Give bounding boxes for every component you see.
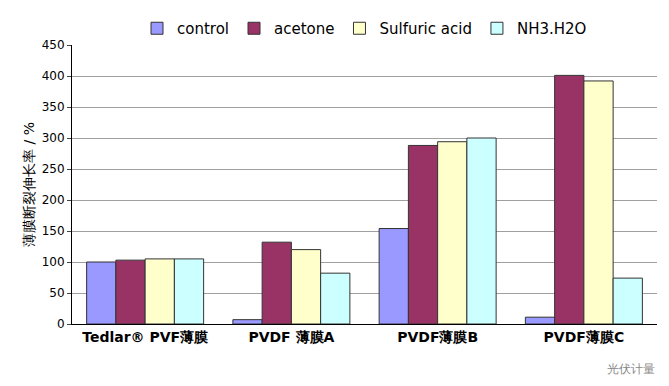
svg-text:250: 250 bbox=[42, 162, 65, 176]
svg-text:400: 400 bbox=[42, 69, 65, 83]
svg-text:300: 300 bbox=[42, 131, 65, 145]
svg-text:NH3.H2O: NH3.H2O bbox=[517, 20, 586, 38]
svg-text:光伏计量: 光伏计量 bbox=[607, 362, 655, 376]
svg-text:450: 450 bbox=[42, 38, 65, 52]
svg-text:350: 350 bbox=[42, 100, 65, 114]
svg-text:PVDF薄膜B: PVDF薄膜B bbox=[397, 329, 478, 345]
svg-text:Sulfuric acid: Sulfuric acid bbox=[379, 20, 471, 38]
svg-text:50: 50 bbox=[49, 286, 64, 300]
svg-text:薄膜断裂伸长率 / %: 薄膜断裂伸长率 / % bbox=[21, 122, 37, 247]
svg-text:Tedlar® PVF薄膜: Tedlar® PVF薄膜 bbox=[82, 329, 209, 345]
svg-text:PVDF 薄膜A: PVDF 薄膜A bbox=[248, 329, 334, 345]
svg-text:0: 0 bbox=[57, 317, 65, 331]
svg-text:acetone: acetone bbox=[274, 20, 334, 38]
svg-text:200: 200 bbox=[42, 193, 65, 207]
svg-text:control: control bbox=[177, 20, 229, 38]
svg-text:PVDF薄膜C: PVDF薄膜C bbox=[544, 329, 625, 345]
svg-text:100: 100 bbox=[42, 255, 65, 269]
svg-text:150: 150 bbox=[42, 224, 65, 238]
